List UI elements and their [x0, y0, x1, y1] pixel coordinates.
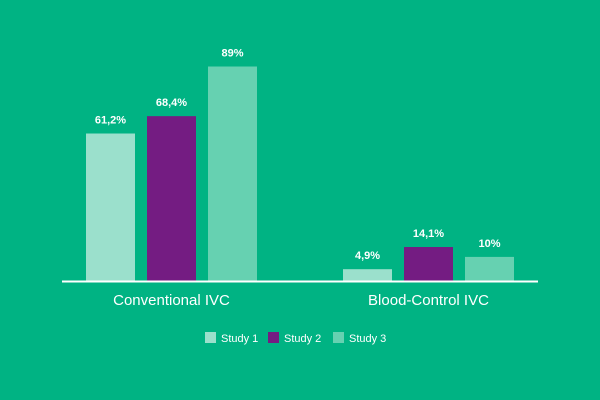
legend: Study 1 Study 2 Study 3	[205, 332, 386, 345]
bar-conventional-ivc-study-2	[147, 116, 196, 281]
data-label-conventional-ivc-study-1: 61,2%	[95, 115, 126, 127]
legend-swatch-study-3	[333, 332, 344, 343]
bar-blood-control-ivc-study-2	[404, 247, 453, 281]
bar-blood-control-ivc-study-1	[343, 269, 392, 281]
data-label-conventional-ivc-study-2: 68,4%	[156, 97, 187, 109]
bar-conventional-ivc-study-1	[86, 133, 135, 281]
data-label-blood-control-ivc-study-3: 10%	[478, 238, 500, 250]
legend-label-study-3: Study 3	[349, 333, 386, 345]
data-label-blood-control-ivc-study-2: 14,1%	[413, 228, 444, 240]
bar-conventional-ivc-study-3	[208, 66, 257, 281]
data-label-conventional-ivc-study-3: 89%	[221, 48, 243, 60]
category-label: Conventional IVC	[113, 292, 230, 309]
legend-swatch-study-2	[268, 332, 279, 343]
bar-blood-control-ivc-study-3	[465, 256, 514, 281]
legend-label-study-1: Study 1	[221, 333, 258, 345]
category-label: Blood-Control IVC	[368, 292, 489, 309]
legend-swatch-study-1	[205, 332, 216, 343]
bars-layer	[86, 66, 514, 281]
data-labels-layer: 61,2% 68,4% 89% 4,9% 14,1% 10%	[95, 48, 501, 263]
category-labels-layer: Conventional IVC Blood-Control IVC	[113, 292, 489, 309]
data-label-blood-control-ivc-study-1: 4,9%	[355, 250, 380, 262]
legend-label-study-2: Study 2	[284, 333, 321, 345]
